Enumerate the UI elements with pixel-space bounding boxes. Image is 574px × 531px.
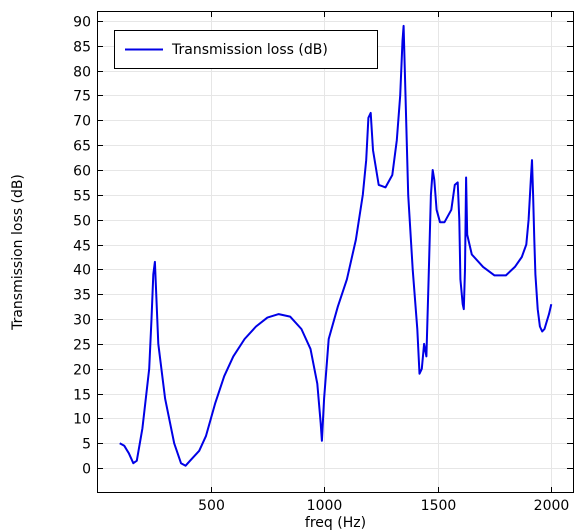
y-tick-label: 55 (73, 189, 91, 205)
axis-ticks (97, 11, 573, 493)
x-tick-label: 2000 (534, 498, 570, 514)
y-tick-label: 50 (73, 214, 91, 230)
y-tick-label: 60 (73, 164, 91, 180)
series-line-transmission-loss (119, 24, 553, 467)
y-tick-label: 45 (73, 239, 91, 255)
tick-labels: 500 1000 1500 2000 0 5 10 15 20 25 30 35 40 45 50 55 60 6… (73, 15, 569, 515)
legend: Transmission loss (dB) (114, 30, 378, 69)
y-tick-label: 0 (82, 462, 91, 478)
y-tick-label: 85 (73, 40, 91, 56)
y-tick-label: 40 (73, 263, 91, 279)
x-tick-label: 500 (198, 498, 225, 514)
y-tick-label: 70 (73, 114, 91, 130)
x-axis-label: freq (Hz) (305, 515, 366, 531)
series-layer (119, 24, 553, 467)
y-tick-label: 65 (73, 139, 91, 155)
y-tick-label: 5 (82, 437, 91, 453)
y-tick-label: 35 (73, 288, 91, 304)
y-tick-label: 30 (73, 313, 91, 329)
legend-entry-transmission-loss: Transmission loss (dB) (171, 42, 328, 58)
y-tick-label: 25 (73, 338, 91, 354)
y-tick-label: 10 (73, 412, 91, 428)
y-tick-label: 90 (73, 15, 91, 31)
x-tick-label: 1500 (421, 498, 457, 514)
y-tick-label: 20 (73, 363, 91, 379)
y-tick-label: 75 (73, 89, 91, 105)
grid (97, 11, 574, 493)
y-axis-label: Transmission loss (dB) (10, 174, 26, 331)
y-tick-label: 15 (73, 388, 91, 404)
x-tick-label: 1000 (307, 498, 343, 514)
y-tick-label: 80 (73, 65, 91, 81)
